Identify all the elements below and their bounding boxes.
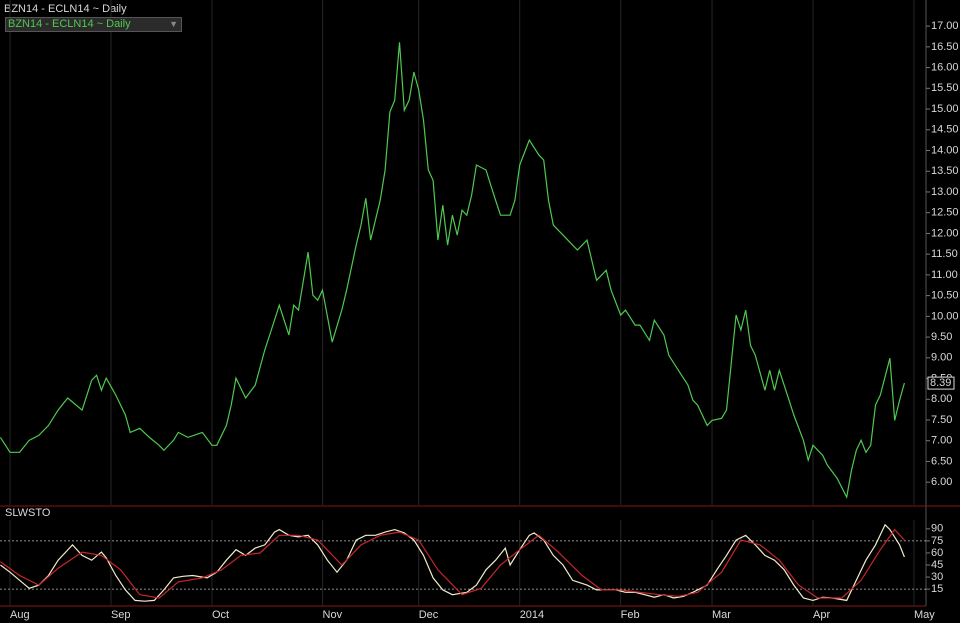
y-tick-label: 12.00: [931, 227, 959, 239]
y-tick-label: 6.00: [931, 476, 952, 488]
y-tick-label: 15.00: [931, 103, 959, 115]
y-tick-label: 13.50: [931, 165, 959, 177]
y-tick-label: 45: [931, 559, 943, 571]
y-tick-label: 11.50: [931, 248, 958, 260]
y-tick-label: 10.00: [931, 310, 959, 322]
panel-title: SLWSTO: [5, 507, 51, 519]
y-tick-label: 9.50: [931, 331, 952, 343]
y-tick-label: 75: [931, 535, 943, 547]
y-tick-label: 60: [931, 547, 943, 559]
y-tick-label: 15: [931, 583, 943, 595]
y-tick-label: 10.50: [931, 290, 959, 302]
x-tick-label: Mar: [712, 609, 731, 621]
x-tick-label: Feb: [621, 609, 640, 621]
y-tick-label: 12.50: [931, 207, 959, 219]
series-line: [0, 42, 905, 499]
last-value-box: [927, 376, 955, 390]
x-tick-label: Aug: [10, 609, 30, 621]
x-tick-label: 2014: [520, 609, 544, 621]
y-tick-label: 7.50: [931, 414, 952, 426]
y-tick-label: 90: [931, 523, 943, 535]
x-tick-label: May: [914, 609, 935, 621]
y-tick-label: 16.00: [931, 61, 959, 73]
series-dropdown[interactable]: BZN14 - ECLN14 ~ Daily ▼: [5, 17, 182, 32]
dropdown-arrow: ▼: [169, 19, 178, 29]
y-tick-label: 8.00: [931, 393, 952, 405]
series-line: [0, 528, 905, 599]
y-tick-label: 6.50: [931, 455, 952, 467]
y-tick-label: 15.50: [931, 82, 959, 94]
last-value-label: 8.39: [930, 377, 951, 389]
x-tick-label: Oct: [212, 609, 229, 621]
x-tick-label: Dec: [419, 609, 439, 621]
chart-title: BZN14 - ECLN14 ~ Daily: [4, 3, 127, 15]
y-tick-label: 13.00: [931, 186, 959, 198]
x-tick-label: Nov: [323, 609, 343, 621]
dropdown-label: BZN14 - ECLN14 ~ Daily: [8, 18, 131, 30]
x-tick-label: Apr: [813, 609, 830, 621]
y-tick-label: 9.00: [931, 352, 952, 364]
y-tick-label: 30: [931, 571, 943, 583]
y-tick-label: 14.50: [931, 124, 959, 136]
series-line: [0, 523, 905, 602]
y-tick-label: 17.00: [931, 20, 959, 32]
y-tick-label: 11.00: [931, 269, 958, 281]
x-tick-label: Sep: [111, 609, 131, 621]
y-tick-label: 16.50: [931, 41, 959, 53]
y-tick-label: 7.00: [931, 435, 952, 447]
y-tick-label: 14.00: [931, 144, 959, 156]
